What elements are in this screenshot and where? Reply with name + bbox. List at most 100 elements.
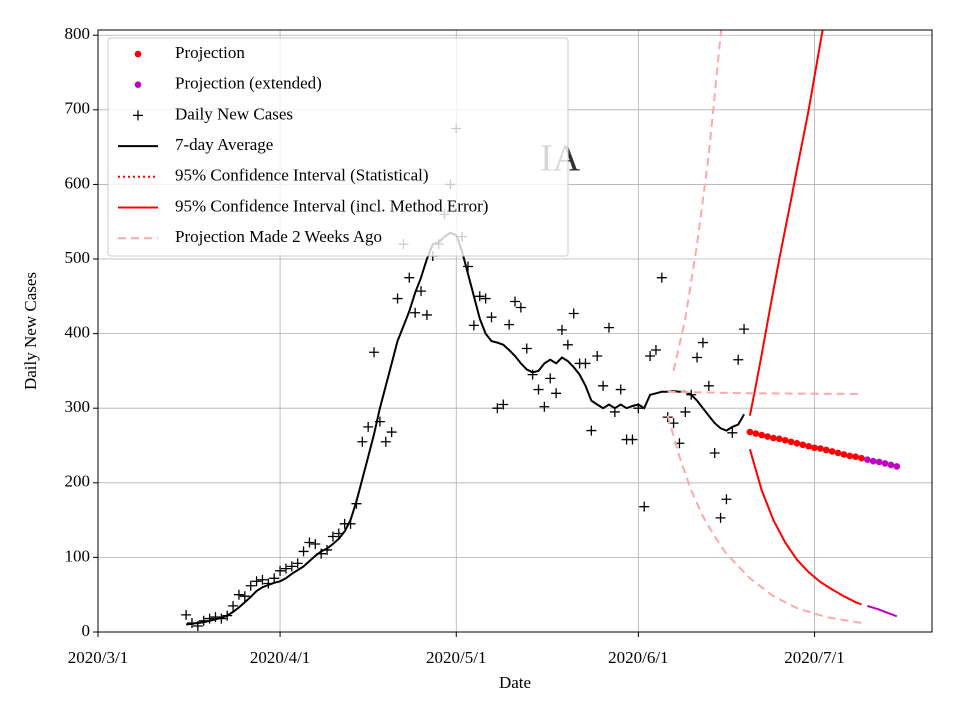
y-tick-label: 700 bbox=[65, 99, 91, 118]
projection-dot bbox=[828, 448, 836, 455]
legend-label: 95% Confidence Interval (incl. Method Er… bbox=[175, 196, 488, 215]
legend-marker bbox=[134, 50, 142, 58]
interval-line bbox=[666, 415, 862, 624]
interval-line bbox=[667, 390, 862, 395]
projection-dot bbox=[805, 442, 812, 450]
case-marker bbox=[586, 425, 597, 436]
case-marker bbox=[363, 421, 374, 432]
case-marker bbox=[739, 324, 750, 335]
case-marker bbox=[603, 322, 614, 333]
case-marker bbox=[392, 293, 403, 304]
x-tick-label: 2020/7/1 bbox=[784, 648, 844, 667]
projection-dot bbox=[817, 445, 824, 452]
projection-dot bbox=[781, 436, 789, 444]
projection-dot bbox=[746, 428, 754, 436]
projection-dot bbox=[764, 433, 771, 440]
case-marker bbox=[680, 406, 691, 417]
case-marker bbox=[598, 380, 609, 391]
y-tick-label: 800 bbox=[65, 24, 91, 43]
y-tick-label: 100 bbox=[65, 546, 91, 565]
case-marker bbox=[410, 307, 421, 318]
interval-line bbox=[748, 30, 824, 416]
case-marker bbox=[627, 434, 638, 445]
x-axis-label: Date bbox=[499, 673, 531, 692]
legend-label: Projection Made 2 Weeks Ago bbox=[175, 227, 382, 246]
case-marker bbox=[733, 354, 744, 365]
case-marker bbox=[492, 403, 503, 414]
case-marker bbox=[580, 358, 591, 369]
projection-dot bbox=[770, 434, 777, 442]
y-axis-label: Daily New Cases bbox=[21, 272, 40, 390]
case-marker bbox=[703, 380, 714, 391]
projection-dot bbox=[758, 431, 765, 439]
projection-dot bbox=[752, 430, 760, 437]
case-marker bbox=[251, 576, 262, 587]
case-marker bbox=[715, 512, 726, 523]
y-tick-label: 0 bbox=[82, 621, 91, 640]
case-marker bbox=[280, 563, 291, 574]
case-marker bbox=[228, 600, 239, 611]
y-tick-label: 600 bbox=[65, 173, 91, 192]
case-marker bbox=[533, 384, 544, 395]
y-tick-label: 400 bbox=[65, 323, 91, 342]
projection-dot bbox=[846, 452, 854, 460]
case-marker bbox=[692, 352, 703, 363]
case-marker bbox=[327, 531, 338, 542]
projection-dot bbox=[875, 458, 883, 466]
case-marker bbox=[615, 384, 626, 395]
average-line bbox=[185, 231, 745, 626]
case-marker bbox=[233, 589, 244, 600]
projection-dot bbox=[869, 457, 877, 465]
legend-marker bbox=[134, 81, 142, 88]
case-marker bbox=[298, 546, 309, 557]
case-marker bbox=[357, 436, 368, 447]
projection-dot bbox=[893, 463, 901, 470]
projection-dot bbox=[787, 438, 795, 446]
case-marker bbox=[551, 388, 562, 399]
x-tick-label: 2020/4/1 bbox=[250, 648, 310, 667]
plot-area bbox=[181, 30, 901, 632]
case-marker bbox=[369, 347, 380, 358]
case-marker bbox=[480, 293, 491, 304]
case-marker bbox=[310, 538, 321, 549]
case-marker bbox=[562, 339, 573, 350]
projection-dot bbox=[822, 446, 830, 454]
case-marker bbox=[539, 401, 550, 412]
axes-frame bbox=[97, 29, 933, 633]
legend-marker bbox=[133, 110, 143, 121]
case-marker bbox=[498, 399, 509, 410]
case-marker bbox=[474, 291, 485, 302]
case-marker bbox=[650, 345, 661, 356]
case-marker bbox=[421, 309, 432, 320]
case-marker bbox=[239, 591, 250, 602]
projection-dot bbox=[852, 453, 859, 460]
case-marker bbox=[304, 537, 315, 548]
legend-box bbox=[107, 37, 569, 257]
case-marker bbox=[463, 261, 474, 272]
case-marker bbox=[245, 580, 256, 591]
projection-dot bbox=[775, 435, 783, 443]
case-marker bbox=[275, 565, 286, 576]
case-marker bbox=[545, 373, 556, 384]
case-marker bbox=[521, 343, 532, 354]
interval-line bbox=[748, 448, 862, 606]
y-tick-label: 300 bbox=[65, 397, 91, 416]
case-marker bbox=[380, 436, 391, 447]
legend-label: 95% Confidence Interval (Statistical) bbox=[175, 166, 429, 185]
projection-dot bbox=[834, 449, 842, 457]
legend-label: Daily New Cases bbox=[175, 104, 293, 123]
case-marker bbox=[468, 320, 479, 331]
case-marker bbox=[504, 319, 515, 330]
case-marker bbox=[639, 501, 650, 512]
legend-label: Projection bbox=[175, 43, 245, 62]
case-marker bbox=[286, 561, 297, 572]
interval-line bbox=[867, 604, 898, 618]
case-marker bbox=[592, 350, 603, 361]
case-marker bbox=[721, 494, 732, 505]
case-marker bbox=[404, 272, 415, 283]
projection-dot bbox=[793, 439, 801, 447]
case-marker bbox=[181, 609, 192, 620]
case-marker bbox=[697, 337, 708, 348]
case-marker bbox=[210, 612, 221, 623]
